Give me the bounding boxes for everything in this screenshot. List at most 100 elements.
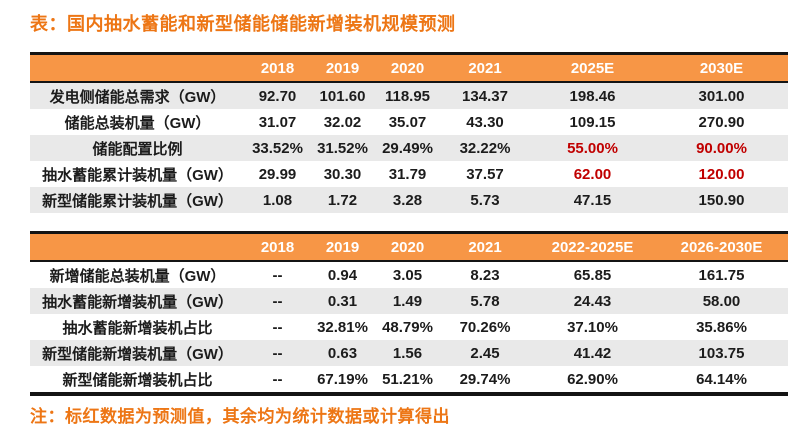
value-cell: 1.49 <box>375 288 440 314</box>
year-header-cell: 2020 <box>375 231 440 262</box>
value-cell: 48.79% <box>382 318 433 336</box>
row-label-cell: 储能配置比例 <box>30 135 245 161</box>
year-header-cell: 2018 <box>245 52 310 83</box>
value-cell: -- <box>272 318 283 336</box>
value-cell: 0.63 <box>310 340 375 366</box>
table-row: 抽水蓄能累计装机量（GW） 29.99 30.30 31.79 37.57 62.00 12… <box>30 161 788 187</box>
value-cell: 90.00% <box>655 135 788 161</box>
value-cell: 31.79 <box>388 165 427 183</box>
row-label-cell: 新型储能新增装机占比 <box>30 366 245 396</box>
year-header-cell: 2018 <box>245 231 310 262</box>
table-body: 发电侧储能总需求（GW） 92.70 101.60 118.95 134.37 198.4… <box>30 82 788 213</box>
value-cell: 3.05 <box>392 266 423 284</box>
value-cell: 92.70 <box>245 82 310 109</box>
value-cell: 32.81% <box>317 318 368 336</box>
row-label-cell: 抽水蓄能新增装机占比 <box>62 319 213 337</box>
row-label-cell: 储能总装机量（GW） <box>64 114 211 132</box>
value-cell: 30.30 <box>323 165 362 183</box>
year-header-cell: 2021 <box>440 231 530 262</box>
row-label-cell: 新增储能总装机量（GW） <box>49 267 226 285</box>
value-cell: 103.75 <box>655 340 788 366</box>
value-cell: 43.30 <box>466 113 504 131</box>
year-header-cell: 2019 <box>310 231 375 262</box>
year-header-row: 2018 2019 2020 2021 2025E 2030E <box>30 52 788 83</box>
value-cell: 161.75 <box>698 266 745 284</box>
value-cell: 31.52% <box>310 135 375 161</box>
value-cell: 62.90% <box>530 366 655 396</box>
table-row: 抽水蓄能新增装机量（GW） -- 0.31 1.49 5.78 24.43 58.00 <box>30 288 788 314</box>
value-cell: 0.31 <box>310 288 375 314</box>
header-label-cell <box>30 231 245 262</box>
table-row: 新型储能新增装机占比 -- 67.19% 51.21% 29.74% 62.90% 64.1… <box>30 366 788 396</box>
row-label-cell: 新型储能新增装机量（GW） <box>30 340 245 366</box>
value-cell: 31.07 <box>258 113 297 131</box>
value-cell: 101.60 <box>310 82 375 109</box>
table-row: 储能总装机量（GW） 31.07 32.02 35.07 43.30 109.15 270.… <box>30 109 788 135</box>
value-cell: 64.14% <box>655 366 788 396</box>
year-header-cell: 2019 <box>310 52 375 83</box>
value-cell: -- <box>245 340 310 366</box>
table-row: 新型储能新增装机量（GW） -- 0.63 1.56 2.45 41.42 103.75 <box>30 340 788 366</box>
value-cell: -- <box>245 366 310 396</box>
value-cell: 270.90 <box>698 113 745 131</box>
year-header-row: 2018 2019 2020 2021 2022-2025E 2026-2030E <box>30 231 788 262</box>
value-cell: 32.02 <box>323 113 362 131</box>
value-cell: 1.08 <box>245 187 310 213</box>
footnote: 注：标红数据为预测值，其余均为统计数据或计算得出 <box>30 407 450 426</box>
value-cell: 24.43 <box>530 288 655 314</box>
table-row: 储能配置比例 33.52% 31.52% 29.49% 32.22% 55.00% 90.0… <box>30 135 788 161</box>
value-cell: 118.95 <box>375 82 440 109</box>
value-cell: 70.26% <box>459 318 511 336</box>
row-label-cell: 抽水蓄能累计装机量（GW） <box>42 166 233 184</box>
table-row: 新型储能累计装机量（GW） 1.08 1.72 3.28 5.73 47.15 150.90 <box>30 187 788 213</box>
value-cell: 33.52% <box>245 135 310 161</box>
value-cell: 109.15 <box>569 113 616 131</box>
year-header-cell: 2021 <box>440 52 530 83</box>
value-cell: 120.00 <box>698 165 745 183</box>
table-row: 新增储能总装机量（GW） -- 0.94 3.05 8.23 65.85 161.75 <box>30 261 788 288</box>
value-cell: 29.74% <box>440 366 530 396</box>
year-header-cell: 2026-2030E <box>655 231 788 262</box>
value-cell: 134.37 <box>440 82 530 109</box>
row-label-cell: 抽水蓄能新增装机量（GW） <box>30 288 245 314</box>
row-label-cell: 发电侧储能总需求（GW） <box>30 82 245 109</box>
value-cell: -- <box>245 288 310 314</box>
table-header-row: 2018 2019 2020 2021 2025E 2030E <box>30 52 788 83</box>
value-cell: 47.15 <box>530 187 655 213</box>
value-cell: 5.78 <box>440 288 530 314</box>
value-cell: 8.23 <box>470 266 500 284</box>
table-body: 新增储能总装机量（GW） -- 0.94 3.05 8.23 65.85 161.75 抽水蓄… <box>30 261 788 396</box>
value-cell: 51.21% <box>375 366 440 396</box>
value-cell: 1.56 <box>375 340 440 366</box>
header-label-cell <box>30 52 245 83</box>
cumulative-forecast-table: 2018 2019 2020 2021 2025E 2030E 发电侧储能总需求（GW） 9… <box>30 52 788 213</box>
value-cell: 29.99 <box>258 165 297 183</box>
value-cell: 35.86% <box>696 318 747 336</box>
value-cell: 0.94 <box>327 266 358 284</box>
value-cell: 1.72 <box>310 187 375 213</box>
value-cell: -- <box>272 266 283 284</box>
value-cell: 67.19% <box>310 366 375 396</box>
value-cell: 198.46 <box>530 82 655 109</box>
value-cell: 150.90 <box>655 187 788 213</box>
year-header-cell: 2022-2025E <box>530 231 655 262</box>
value-cell: 55.00% <box>530 135 655 161</box>
value-cell: 32.22% <box>440 135 530 161</box>
value-cell: 37.10% <box>567 318 618 336</box>
value-cell: 62.00 <box>573 165 612 183</box>
table-row: 抽水蓄能新增装机占比 -- 32.81% 48.79% 70.26% 37.10% 35.8… <box>30 314 788 340</box>
value-cell: 3.28 <box>375 187 440 213</box>
value-cell: 41.42 <box>530 340 655 366</box>
figure-title: 表：国内抽水蓄能和新型储能储能新增装机规模预测 <box>30 14 456 34</box>
table-header-row: 2018 2019 2020 2021 2022-2025E 2026-2030E <box>30 231 788 262</box>
value-cell: 2.45 <box>440 340 530 366</box>
year-header-cell: 2030E <box>655 52 788 83</box>
value-cell: 65.85 <box>573 266 612 284</box>
incremental-forecast-table: 2018 2019 2020 2021 2022-2025E 2026-2030E 新增储… <box>30 231 788 396</box>
value-cell: 29.49% <box>375 135 440 161</box>
row-label-cell: 新型储能累计装机量（GW） <box>30 187 245 213</box>
value-cell: 37.57 <box>466 165 504 183</box>
value-cell: 35.07 <box>388 113 427 131</box>
value-cell: 5.73 <box>440 187 530 213</box>
